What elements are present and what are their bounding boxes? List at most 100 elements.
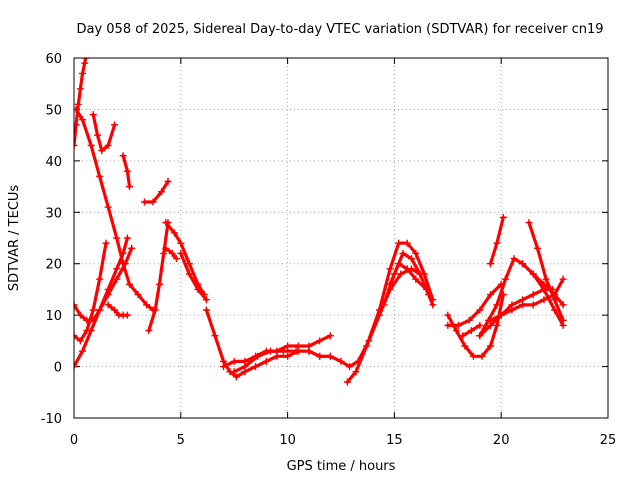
data-point-marker [123,234,131,242]
series-line [74,241,108,343]
data-point-marker [444,321,452,329]
series-sat-k [162,219,208,299]
data-point-marker [123,311,131,319]
data-point-marker [126,183,134,191]
data-point-marker [170,229,178,237]
data-point-marker [346,363,354,371]
data-point-marker [551,306,559,314]
series-sat-u [444,280,505,329]
data-point-marker [149,198,157,206]
data-point-marker [422,285,430,293]
data-point-marker [469,352,477,360]
data-point-marker [134,291,142,299]
data-point-marker [76,85,84,93]
data-point-marker [96,275,104,283]
data-point-marker [111,306,119,314]
data-point-marker [89,111,97,119]
data-point-marker [476,332,484,340]
data-point-marker [79,69,87,77]
data-point-marker [487,342,495,350]
data-point-marker [375,306,383,314]
data-point-marker [119,152,127,160]
data-point-marker [395,260,403,268]
data-point-marker [123,167,131,175]
data-point-marker [102,239,110,247]
data-point-marker [126,280,134,288]
data-point-marker [76,311,84,319]
data-point-marker [279,347,287,355]
data-point-marker [93,131,101,139]
data-point-marker [89,306,97,314]
data-point-marker [499,213,507,221]
data-point-marker [202,296,210,304]
y-tick-label: 50 [45,103,62,118]
data-point-marker [104,141,112,149]
data-point-marker [326,352,334,360]
data-point-marker [177,249,185,257]
data-point-marker [444,311,452,319]
series-sat-y [487,213,507,268]
data-point-marker [467,327,475,335]
data-point-marker [121,260,129,268]
data-point-marker [316,352,324,360]
data-point-marker [111,121,119,129]
data-point-marker [380,301,388,309]
series-sat-w [459,321,484,340]
series-line [142,179,170,204]
data-point-marker [386,265,394,273]
data-point-marker [493,239,501,247]
data-point-marker [241,363,249,371]
data-point-marker [305,347,313,355]
series-sat-m [177,249,210,304]
series-sat-i [140,177,172,206]
data-point-marker [461,342,469,350]
series-sat-a [74,58,90,149]
data-point-marker [262,357,270,365]
data-point-marker [254,352,262,360]
y-tick-label: 0 [54,361,62,376]
data-point-marker [76,337,84,345]
data-point-marker [151,306,159,314]
series-line [478,287,555,338]
data-point-marker [232,373,240,381]
data-point-marker [529,270,537,278]
data-point-marker [465,316,473,324]
x-tick-label: 25 [600,433,617,448]
data-point-marker [407,255,415,263]
data-point-marker [202,306,210,314]
data-point-marker [74,141,78,149]
data-point-marker [337,357,345,365]
data-point-marker [559,275,567,283]
data-point-marker [529,301,537,309]
data-point-marker [230,357,238,365]
data-point-marker [284,342,292,350]
y-tick-labels: -10 0 10 20 30 40 50 60 [41,52,62,427]
data-point-marker [487,291,495,299]
x-tick-label: 15 [386,433,403,448]
series-line [74,58,88,147]
series-sat-d [74,234,131,371]
y-tick-label: 40 [45,155,62,170]
data-point-marker [79,347,87,355]
data-point-marker [284,352,292,360]
data-point-marker [487,260,495,268]
series-sat-r [343,239,437,386]
data-point-marker [399,249,407,257]
series-line [446,293,505,358]
data-point-marker [74,363,78,371]
data-point-marker [525,219,533,227]
data-point-marker [145,327,153,335]
data-point-marker [412,249,420,257]
data-point-marker [81,59,89,67]
data-point-marker [529,291,537,299]
data-point-marker [113,234,121,242]
data-point-marker [104,203,112,211]
data-point-marker [425,291,433,299]
data-point-marker [534,244,542,252]
data-point-marker [74,105,80,113]
series-sat-l [162,244,181,263]
data-point-marker [429,301,437,309]
data-point-marker [476,321,484,329]
data-point-marker [343,378,351,386]
data-point-marker [230,368,238,376]
